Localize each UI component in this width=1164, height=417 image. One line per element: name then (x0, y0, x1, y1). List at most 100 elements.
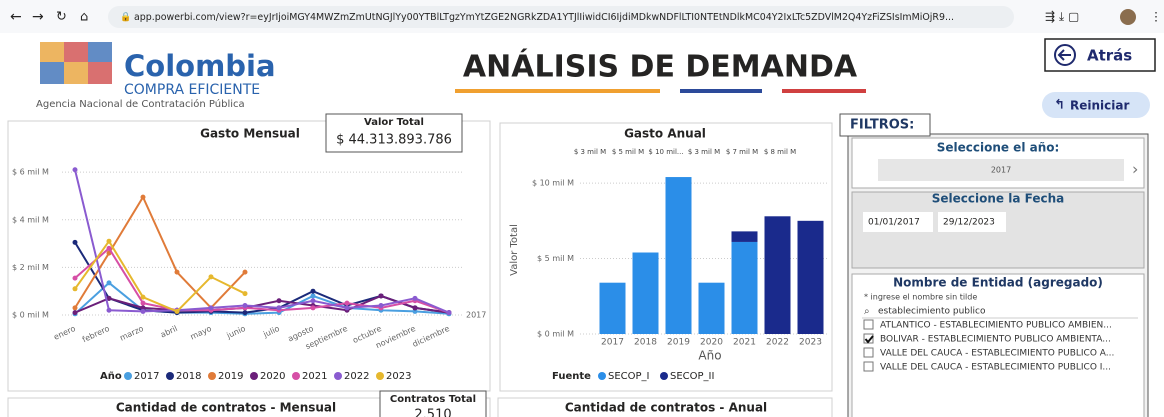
legend-swatch (250, 372, 258, 380)
point (141, 309, 146, 314)
point (107, 246, 112, 251)
legend-label[interactable]: SECOP_II (670, 371, 714, 382)
legend-label[interactable]: 2023 (386, 371, 411, 382)
next-arrow[interactable]: › (1132, 160, 1138, 179)
point (277, 305, 282, 310)
point (379, 303, 384, 308)
agency: Agencia Nacional de Contratación Pública (36, 98, 245, 110)
logo (40, 42, 112, 84)
back-button[interactable]: Atrás (1045, 39, 1155, 71)
entity-item[interactable]: ATLANTICO - ESTABLECIMIENTO PUBLICO AMBI… (880, 321, 1112, 331)
date-start[interactable]: 01/01/2017 (868, 218, 920, 228)
x-tick-label: 2019 (667, 338, 690, 348)
point (243, 310, 248, 315)
point (175, 309, 180, 314)
reset-button[interactable]: ↰ Reiniciar (1042, 92, 1150, 118)
checkbox[interactable] (864, 362, 873, 371)
legend-swatch (660, 372, 668, 380)
point (243, 270, 248, 275)
y-tick-label: $ 6 mil M (12, 168, 49, 177)
point (107, 308, 112, 313)
point (73, 310, 78, 315)
date-end[interactable]: 29/12/2023 (943, 218, 995, 228)
reload[interactable]: ↻ (56, 10, 67, 25)
x-tick-label: 2018 (634, 338, 657, 348)
point (175, 270, 180, 275)
bar (666, 177, 692, 334)
legend-label[interactable]: 2017 (134, 371, 159, 382)
point (141, 195, 146, 200)
point (413, 305, 418, 310)
point (311, 305, 316, 310)
point (277, 298, 282, 303)
logo-tile (88, 42, 112, 62)
logo-title: Colombia (124, 49, 276, 83)
x-tick-label: 2022 (766, 338, 789, 348)
point (209, 305, 214, 310)
bar (633, 253, 659, 334)
legend-label[interactable]: SECOP_I (608, 371, 650, 382)
checkbox[interactable] (864, 348, 873, 357)
point (141, 301, 146, 306)
legend-swatch (208, 372, 216, 380)
checkbox[interactable] (864, 320, 873, 329)
x-tick-label: 2023 (799, 338, 822, 348)
bar (732, 231, 758, 242)
total-label: $ 5 mil M (612, 148, 644, 156)
point (413, 296, 418, 301)
legend-label[interactable]: 2018 (176, 371, 201, 382)
reset-label[interactable]: Reiniciar (1070, 99, 1129, 113)
point (73, 276, 78, 281)
point (311, 289, 316, 294)
back-label[interactable]: Atrás (1087, 47, 1132, 65)
browser-icons[interactable]: ⇶ ⤓ ▢ (1045, 10, 1079, 24)
legend-swatch (598, 372, 606, 380)
x-tick-label: 2021 (733, 338, 756, 348)
legend-label[interactable]: 2022 (344, 371, 369, 382)
page-title: ANÁLISIS DE DEMANDA (463, 49, 858, 85)
home[interactable]: ⌂ (80, 10, 88, 25)
entity-item[interactable]: VALLE DEL CAUCA - ESTABLECIMIENTO PUBLIC… (880, 363, 1111, 373)
point (141, 295, 146, 300)
kpi-label: Valor Total (364, 117, 424, 128)
search-input[interactable]: establecimiento publico (878, 307, 986, 317)
point (73, 286, 78, 291)
point (209, 274, 214, 279)
legend-label[interactable]: 2020 (260, 371, 285, 382)
legend-label[interactable]: 2019 (218, 371, 243, 382)
point (379, 293, 384, 298)
year-value[interactable]: 2017 (991, 166, 1011, 175)
kpi-value: $ 44.313.893.786 (336, 133, 452, 148)
bar (699, 283, 725, 334)
x-tick-label: 2020 (700, 338, 723, 348)
search-icon: ⌕ (864, 306, 870, 317)
legend-swatch (376, 372, 384, 380)
reset-icon[interactable]: ↰ (1054, 98, 1065, 113)
point (345, 301, 350, 306)
slicer-title: Seleccione la Fecha (932, 192, 1064, 206)
y-tick-label: $ 2 mil M (12, 263, 49, 272)
entity-item[interactable]: VALLE DEL CAUCA - ESTABLECIMIENTO PUBLIC… (880, 349, 1114, 359)
nav-back[interactable]: ← (10, 9, 22, 25)
y-tick-label: $ 4 mil M (12, 215, 49, 224)
point (243, 303, 248, 308)
point (243, 291, 248, 296)
menu[interactable]: ⋮ (1150, 10, 1162, 24)
entity-item[interactable]: BOLIVAR - ESTABLECIMIENTO PUBLICO AMBIEN… (880, 335, 1111, 345)
point (73, 167, 78, 172)
slicer-title: Nombre de Entidad (agregado) (893, 276, 1103, 290)
point (447, 310, 452, 315)
panel (8, 121, 490, 391)
nav-forward[interactable]: → (32, 9, 44, 25)
legend-label[interactable]: 2021 (302, 371, 327, 382)
end-label: 2017 (466, 311, 486, 320)
kpi-value: 2.510 (414, 408, 451, 417)
legend-swatch (166, 372, 174, 380)
y-tick-label: $ 0 mil M (12, 311, 49, 320)
point (107, 280, 112, 285)
dashboard: ← → ↻ ⌂ 🔒 app.powerbi.com/view?r=eyJrIjo… (0, 0, 1164, 417)
kpi-label: Contratos Total (390, 394, 476, 405)
profile-avatar[interactable] (1120, 9, 1136, 25)
bar (732, 242, 758, 334)
title-underline (455, 89, 660, 93)
